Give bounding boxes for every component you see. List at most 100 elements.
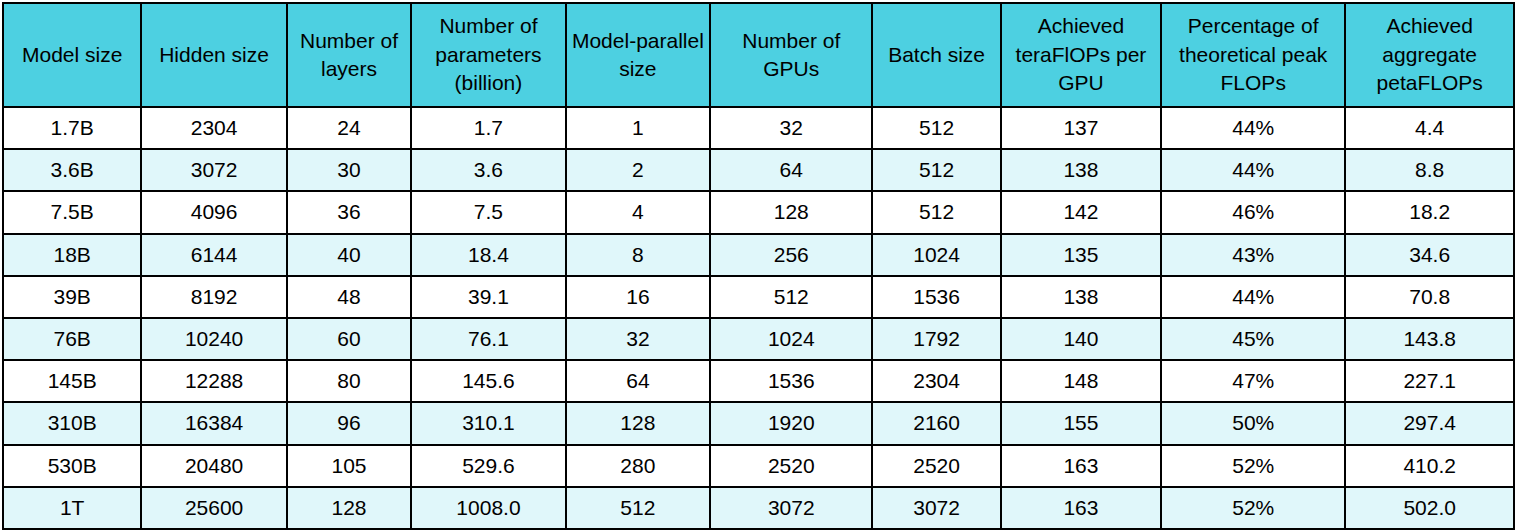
table-cell: 52%	[1161, 445, 1345, 487]
table-cell: 76.1	[411, 318, 565, 360]
column-header: Percentage of theoretical peak FLOPs	[1161, 3, 1345, 107]
table-cell: 529.6	[411, 445, 565, 487]
table-cell: 1	[566, 107, 710, 149]
table-cell: 44%	[1161, 276, 1345, 318]
table-cell: 44%	[1161, 149, 1345, 191]
table-cell: 155	[1001, 402, 1161, 444]
table-cell: 30	[287, 149, 412, 191]
table-cell: 8.8	[1345, 149, 1514, 191]
table-cell: 70.8	[1345, 276, 1514, 318]
table-cell: 50%	[1161, 402, 1345, 444]
table-cell: 135	[1001, 234, 1161, 276]
table-cell: 2	[566, 149, 710, 191]
table-cell: 16	[566, 276, 710, 318]
table-row: 7.5B4096367.5412851214246%18.2	[3, 191, 1514, 233]
table-cell: 512	[566, 487, 710, 529]
table-cell: 142	[1001, 191, 1161, 233]
table-cell: 18.4	[411, 234, 565, 276]
table-cell: 6144	[141, 234, 286, 276]
table-cell: 44%	[1161, 107, 1345, 149]
column-header: Hidden size	[141, 3, 286, 107]
table-cell: 96	[287, 402, 412, 444]
column-header: Model-parallel size	[566, 3, 710, 107]
table-cell: 512	[872, 107, 1000, 149]
table-cell: 34.6	[1345, 234, 1514, 276]
table-cell: 512	[872, 191, 1000, 233]
table-cell: 7.5	[411, 191, 565, 233]
table-cell: 8192	[141, 276, 286, 318]
table-cell: 1024	[710, 318, 872, 360]
table-cell: 43%	[1161, 234, 1345, 276]
table-cell: 3072	[710, 487, 872, 529]
table-cell: 145.6	[411, 360, 565, 402]
table-cell: 3.6B	[3, 149, 141, 191]
table-row: 3.6B3072303.626451213844%8.8	[3, 149, 1514, 191]
table-cell: 1024	[872, 234, 1000, 276]
table-cell: 1536	[872, 276, 1000, 318]
table-cell: 18B	[3, 234, 141, 276]
table-cell: 39B	[3, 276, 141, 318]
table-row: 145B1228880145.6641536230414847%227.1	[3, 360, 1514, 402]
table-cell: 10240	[141, 318, 286, 360]
table-row: 310B1638496310.11281920216015550%297.4	[3, 402, 1514, 444]
table-cell: 64	[566, 360, 710, 402]
table-body: 1.7B2304241.713251213744%4.43.6B3072303.…	[3, 107, 1514, 529]
table-cell: 410.2	[1345, 445, 1514, 487]
table-cell: 512	[710, 276, 872, 318]
table-cell: 36	[287, 191, 412, 233]
table-cell: 128	[710, 191, 872, 233]
table-cell: 2304	[141, 107, 286, 149]
table-cell: 1536	[710, 360, 872, 402]
table-cell: 40	[287, 234, 412, 276]
table-cell: 25600	[141, 487, 286, 529]
table-cell: 137	[1001, 107, 1161, 149]
table-cell: 12288	[141, 360, 286, 402]
model-scaling-table: Model sizeHidden sizeNumber of layersNum…	[2, 2, 1515, 530]
table-cell: 24	[287, 107, 412, 149]
table-cell: 1920	[710, 402, 872, 444]
table-cell: 76B	[3, 318, 141, 360]
table-cell: 310.1	[411, 402, 565, 444]
column-header: Batch size	[872, 3, 1000, 107]
column-header: Number of layers	[287, 3, 412, 107]
table-cell: 140	[1001, 318, 1161, 360]
table-cell: 3.6	[411, 149, 565, 191]
table-cell: 18.2	[1345, 191, 1514, 233]
table-cell: 2520	[710, 445, 872, 487]
table-cell: 32	[710, 107, 872, 149]
header-row: Model sizeHidden sizeNumber of layersNum…	[3, 3, 1514, 107]
column-header: Achieved aggregate petaFLOPs	[1345, 3, 1514, 107]
table-row: 1T256001281008.05123072307216352%502.0	[3, 487, 1514, 529]
table-cell: 47%	[1161, 360, 1345, 402]
table-cell: 512	[872, 149, 1000, 191]
table-cell: 297.4	[1345, 402, 1514, 444]
column-header: Number of parameters (billion)	[411, 3, 565, 107]
table-row: 39B81924839.116512153613844%70.8	[3, 276, 1514, 318]
column-header: Achieved teraFlOPs per GPU	[1001, 3, 1161, 107]
table-cell: 4	[566, 191, 710, 233]
table-cell: 4096	[141, 191, 286, 233]
table-cell: 310B	[3, 402, 141, 444]
table-cell: 64	[710, 149, 872, 191]
table-cell: 39.1	[411, 276, 565, 318]
table-cell: 502.0	[1345, 487, 1514, 529]
column-header: Model size	[3, 3, 141, 107]
table-cell: 143.8	[1345, 318, 1514, 360]
table-cell: 45%	[1161, 318, 1345, 360]
table-row: 18B61444018.48256102413543%34.6	[3, 234, 1514, 276]
table-cell: 2304	[872, 360, 1000, 402]
table-cell: 1792	[872, 318, 1000, 360]
table-header: Model sizeHidden sizeNumber of layersNum…	[3, 3, 1514, 107]
table-cell: 105	[287, 445, 412, 487]
table-cell: 530B	[3, 445, 141, 487]
table-cell: 8	[566, 234, 710, 276]
table-row: 76B102406076.1321024179214045%143.8	[3, 318, 1514, 360]
column-header: Number of GPUs	[710, 3, 872, 107]
table-row: 530B20480105529.62802520252016352%410.2	[3, 445, 1514, 487]
table-cell: 16384	[141, 402, 286, 444]
table-cell: 48	[287, 276, 412, 318]
table-cell: 32	[566, 318, 710, 360]
table-cell: 256	[710, 234, 872, 276]
table-cell: 60	[287, 318, 412, 360]
table-cell: 4.4	[1345, 107, 1514, 149]
